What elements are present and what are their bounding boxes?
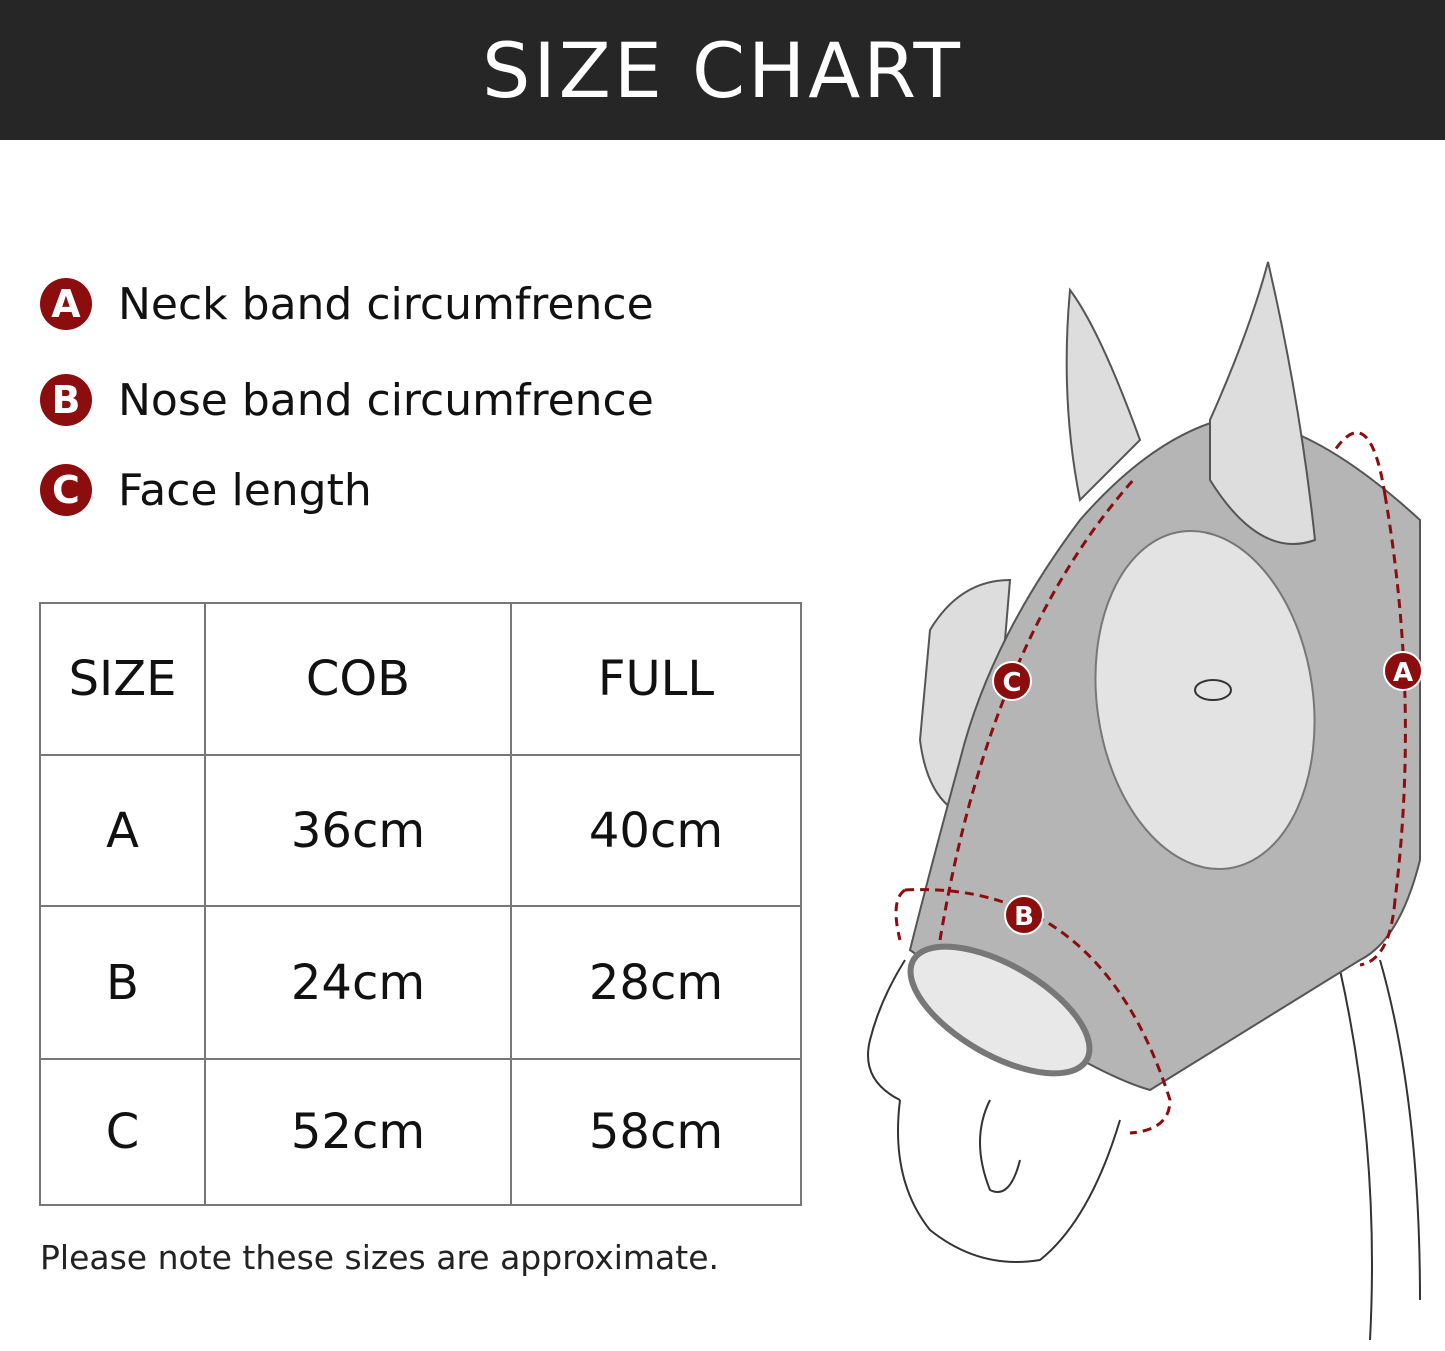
header-banner: SIZE CHART: [0, 0, 1445, 140]
measure-line-b: [894, 888, 1172, 1135]
legend-label: Nose band circumfrence: [118, 374, 654, 426]
full-cell: 28cm: [510, 905, 802, 1060]
legend-label: Face length: [118, 464, 372, 516]
disclaimer-note: Please note these sizes are approximate.: [40, 1238, 720, 1277]
cob-cell: 52cm: [204, 1058, 512, 1206]
horse-nostril: [979, 1099, 1021, 1193]
eye: [1194, 679, 1232, 701]
marker-badge: A: [40, 278, 92, 330]
table-row: B 24cm 28cm: [39, 905, 802, 1060]
left-ear: [1065, 287, 1142, 503]
size-cell: B: [39, 905, 206, 1060]
right-ear: [1209, 261, 1317, 545]
svg-text:A: A: [1393, 658, 1413, 688]
size-table: SIZE COB FULL A 36cm 40cm B 24cm 28cm C …: [39, 602, 802, 1206]
table-header-row: SIZE COB FULL: [39, 602, 802, 756]
full-cell: 40cm: [510, 754, 802, 907]
nose-opening: [907, 943, 1093, 1077]
cob-cell: 24cm: [204, 905, 512, 1060]
size-cell: C: [39, 1058, 206, 1206]
header-cell: COB: [204, 602, 512, 756]
svg-text:B: B: [1014, 902, 1034, 932]
diagram-marker-b: B: [1004, 895, 1044, 935]
horse-mask-illustration: A B C: [867, 261, 1423, 1341]
legend-item-c: C Face length: [40, 464, 372, 516]
legend-label: Neck band circumfrence: [118, 278, 654, 330]
header-cell: SIZE: [39, 602, 206, 756]
measure-line-a: [1333, 431, 1407, 967]
legend-item-b: B Nose band circumfrence: [40, 374, 654, 426]
page-title: SIZE CHART: [482, 25, 963, 115]
full-cell: 58cm: [510, 1058, 802, 1206]
cob-cell: 36cm: [204, 754, 512, 907]
horse-neck-outline: [1339, 959, 1421, 1341]
diagram-marker-a: A: [1383, 651, 1423, 691]
size-cell: A: [39, 754, 206, 907]
legend-item-a: A Neck band circumfrence: [40, 278, 654, 330]
marker-badge: C: [40, 464, 92, 516]
horse-muzzle-outline: [867, 959, 1121, 1263]
header-cell: FULL: [510, 602, 802, 756]
table-row: A 36cm 40cm: [39, 754, 802, 907]
diagram-marker-c: C: [992, 661, 1032, 701]
marker-badge: B: [40, 374, 92, 426]
svg-text:C: C: [1002, 668, 1021, 698]
table-row: C 52cm 58cm: [39, 1058, 802, 1206]
